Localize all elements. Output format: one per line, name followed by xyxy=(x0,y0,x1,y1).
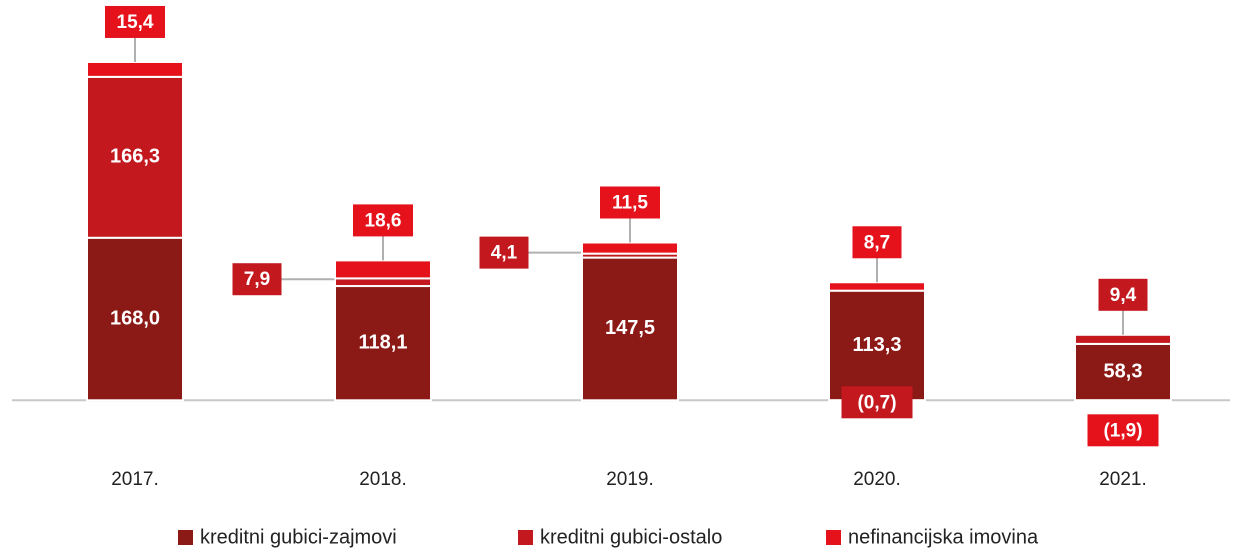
bar-segment xyxy=(581,256,679,402)
bar-segment xyxy=(334,259,432,280)
legend-label: kreditni gubici-ostalo xyxy=(540,526,722,548)
bar-segment xyxy=(1074,333,1172,345)
label-box xyxy=(852,226,902,259)
x-tick-label: 2019. xyxy=(606,469,654,490)
value-label: 118,1 xyxy=(359,331,408,353)
value-label: 58,3 xyxy=(1104,360,1143,382)
label-box xyxy=(232,263,282,296)
bar-segment xyxy=(86,236,184,402)
label-box xyxy=(841,386,913,419)
label-box xyxy=(105,5,165,38)
value-label: (0,7) xyxy=(857,392,896,413)
bar-segment xyxy=(86,60,184,78)
legend-swatch xyxy=(826,530,841,545)
value-label: 8,7 xyxy=(864,232,890,253)
bar-segment xyxy=(828,281,926,292)
bar-segment xyxy=(581,241,679,255)
label-box xyxy=(600,186,660,219)
bar-segment xyxy=(86,75,184,239)
bar-segment xyxy=(828,289,926,402)
x-tick-label: 2020. xyxy=(853,469,901,490)
value-label: 15,4 xyxy=(117,12,154,33)
label-box xyxy=(353,204,413,237)
label-box xyxy=(1087,414,1159,447)
bar-segment xyxy=(1074,342,1172,402)
value-label: 11,5 xyxy=(612,193,648,214)
legend-swatch xyxy=(518,530,533,545)
legend-swatch xyxy=(178,530,193,545)
value-label: 113,3 xyxy=(853,334,902,356)
value-label: 7,9 xyxy=(244,269,270,290)
value-label: 147,5 xyxy=(605,317,655,339)
bar-segment xyxy=(334,277,432,288)
value-label: (1,9) xyxy=(1103,420,1142,441)
bar-segment xyxy=(1074,399,1172,404)
value-label: 18,6 xyxy=(365,210,402,231)
legend-label: kreditni gubici-zajmovi xyxy=(200,526,397,548)
legend-label: nefinancijska imovina xyxy=(848,526,1039,548)
x-tick-label: 2018. xyxy=(359,469,407,490)
x-tick-label: 2021. xyxy=(1099,469,1147,490)
value-label: 168,0 xyxy=(110,307,160,329)
value-label: 9,4 xyxy=(1110,285,1137,306)
value-label: 4,1 xyxy=(491,243,518,264)
label-box xyxy=(1098,278,1148,311)
value-label: 166,3 xyxy=(110,146,160,168)
label-box xyxy=(479,236,529,269)
x-tick-label: 2017. xyxy=(111,469,159,490)
